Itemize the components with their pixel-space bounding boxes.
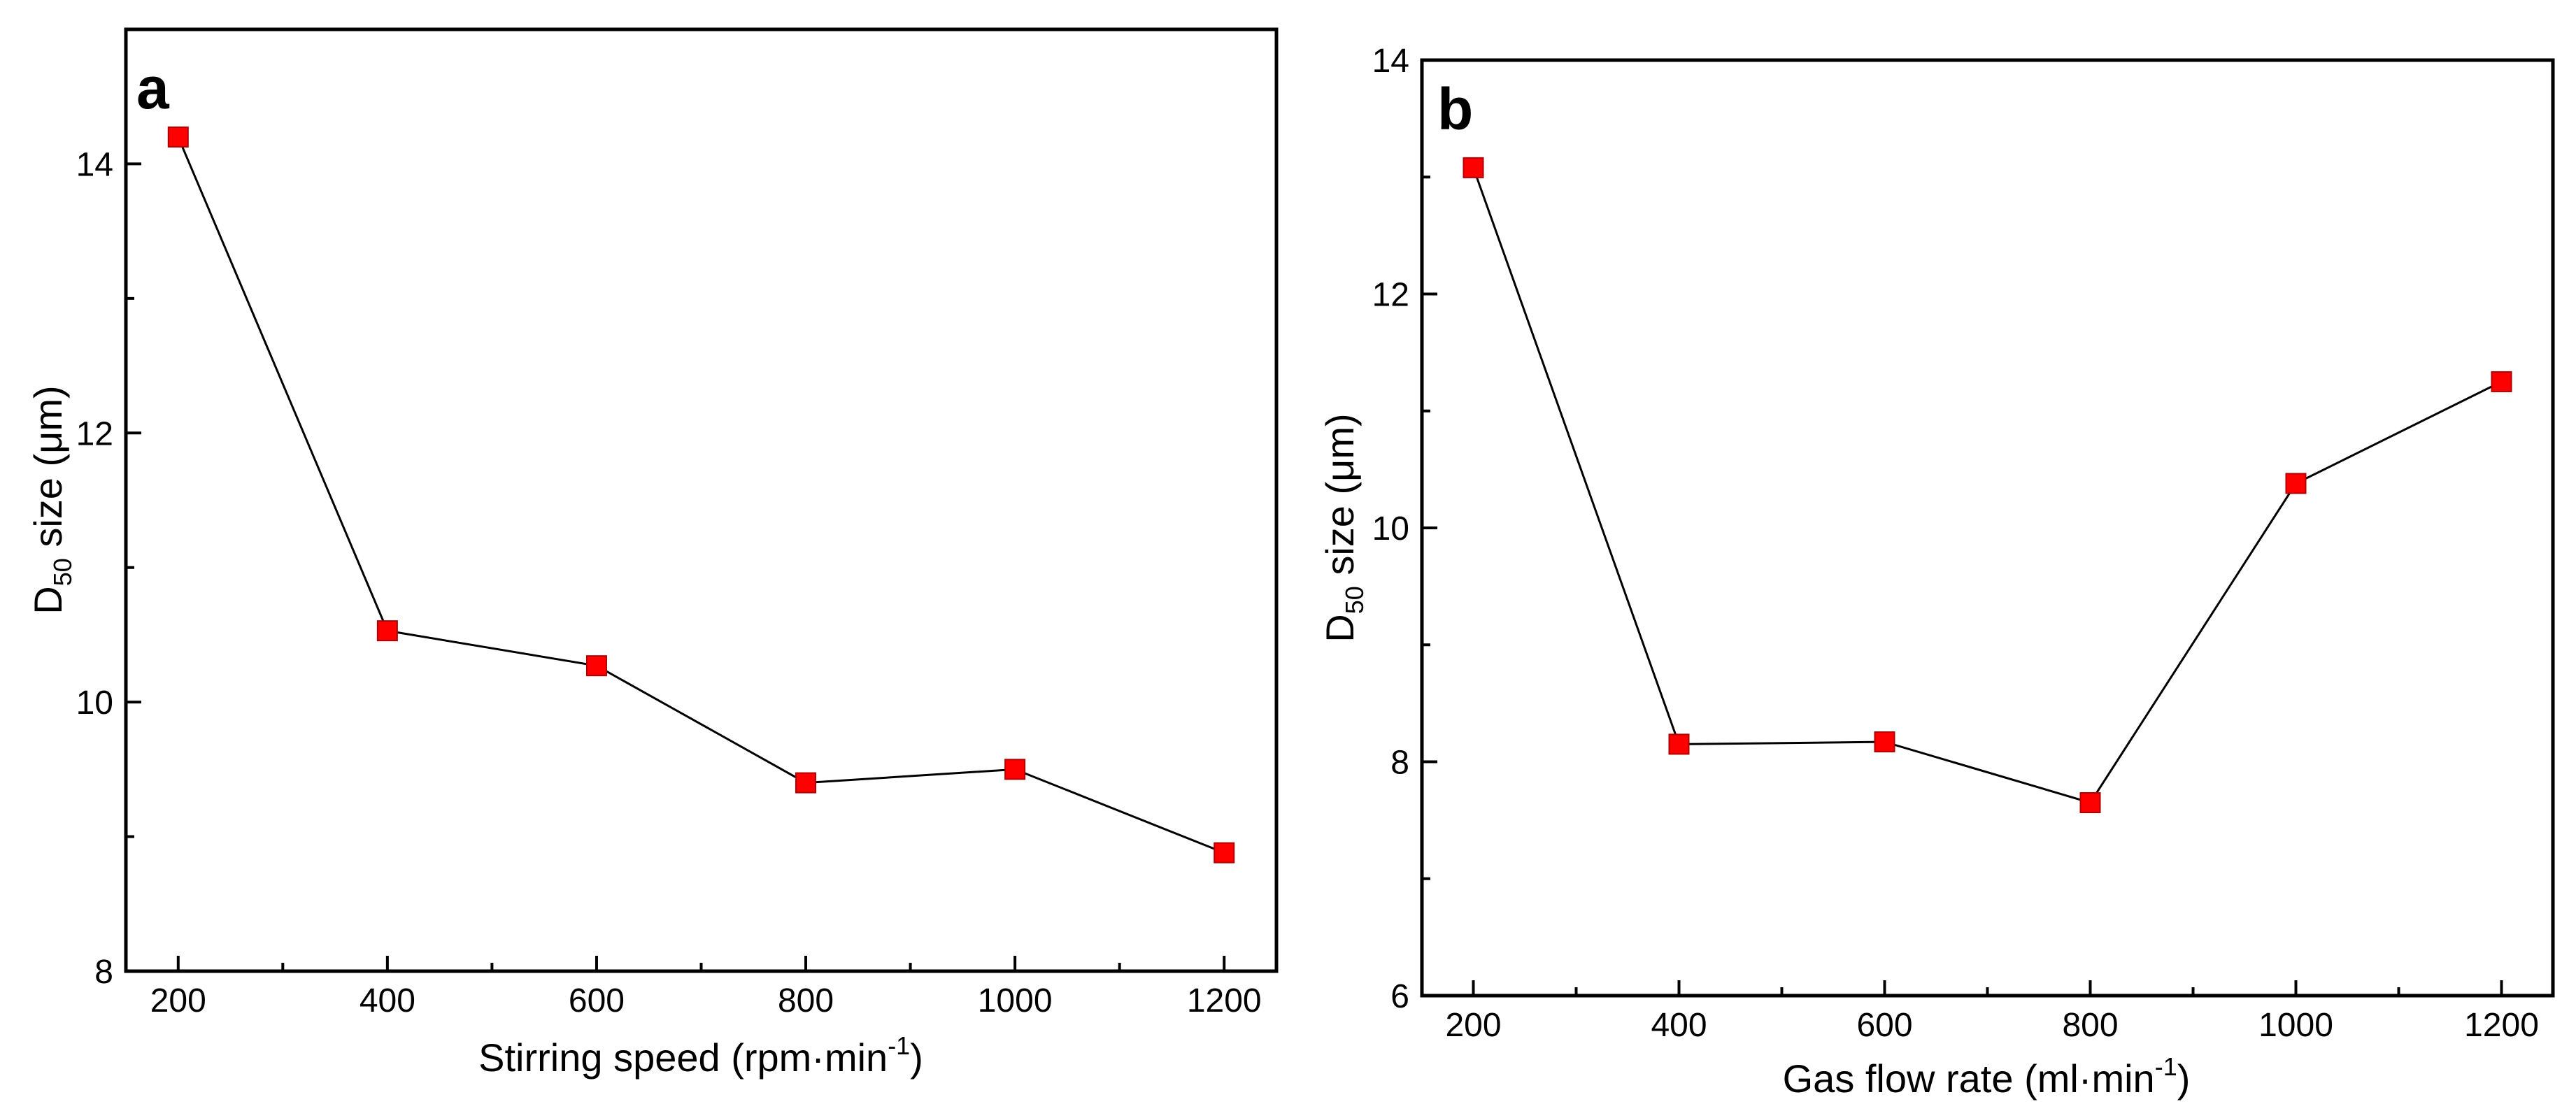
panel-b-x-tick-label: 800 <box>2062 1007 2118 1044</box>
panel-b-y-axis-title: D50 size (μm) <box>1318 413 1369 642</box>
panel-b-data-point <box>2079 792 2101 814</box>
chart-panel-a: 200 400 600 800 1000 1200 8 10 12 14 a Stirring s… <box>26 27 1279 1080</box>
panel-b-x-title-close: ) <box>2177 1056 2191 1101</box>
panel-a-x-tick-label: 1200 <box>1187 982 1262 1019</box>
panel-a-ticks: 200 400 600 800 1000 1200 8 10 12 14 <box>76 28 1262 1019</box>
panel-b-marks <box>1463 157 2512 814</box>
panel-b-y-tick-label: 8 <box>1390 745 1409 782</box>
panel-b-data-point <box>1463 157 1484 178</box>
panel-b-ticks: 200 400 600 800 1000 1200 6 8 10 12 14 <box>1372 43 2539 1044</box>
panel-b-x-tick-label: 1000 <box>2258 1007 2333 1044</box>
panel-a-y-title-main: D <box>26 586 70 614</box>
panel-b-y-tick-label: 6 <box>1390 978 1409 1015</box>
panel-a-x-title-sup: -1 <box>888 1031 910 1060</box>
panel-b-plot-frame <box>1420 58 2555 998</box>
panel-b-label: b <box>1437 76 1473 142</box>
panel-b-x-tick-label: 200 <box>1445 1007 1501 1044</box>
panel-a-data-point <box>376 620 398 642</box>
panel-a-x-tick-label: 600 <box>569 982 625 1019</box>
panel-b-y-title-main: D <box>1318 614 1362 642</box>
panel-b-y-title-rest: size (μm) <box>1318 413 1362 586</box>
panel-a-series-line <box>177 136 1225 854</box>
panel-a-x-title-close: ) <box>910 1035 923 1080</box>
panel-a-data-point <box>585 655 607 677</box>
panel-a-x-tick-label: 800 <box>778 982 834 1019</box>
panel-a-y-tick-label: 10 <box>76 684 113 722</box>
panel-b-data-point <box>2491 371 2512 392</box>
panel-b-data-point <box>1874 731 1895 753</box>
panel-b-data-point <box>1668 733 1690 755</box>
panel-a-y-tick-label: 14 <box>76 146 113 183</box>
panel-b-x-tick-label: 400 <box>1651 1007 1707 1044</box>
panel-a-x-tick-label: 200 <box>150 982 206 1019</box>
panel-b-x-axis-title: Gas flow rate (ml·min-1) <box>1783 1052 2191 1101</box>
panel-b-x-tick-label: 600 <box>1856 1007 1912 1044</box>
panel-a-x-tick-label: 1000 <box>978 982 1053 1019</box>
chart-panel-b: 200 400 600 800 1000 1200 6 8 10 12 14 b Gas flow … <box>1318 43 2555 1101</box>
panel-a-x-tick-label: 400 <box>360 982 415 1019</box>
panel-b-series-line <box>1472 167 2503 804</box>
panel-a-marks <box>167 126 1235 863</box>
panel-a-data-point <box>167 126 189 148</box>
panel-a-y-axis-title: D50 size (μm) <box>26 385 77 614</box>
panel-a-x-title-main: Stirring speed (rpm·min <box>478 1035 888 1080</box>
panel-b-y-title-sub: 50 <box>1340 586 1369 614</box>
panel-b-y-tick-label: 10 <box>1372 510 1409 547</box>
panel-a-y-tick-label: 12 <box>76 415 113 452</box>
panel-b-x-title-sup: -1 <box>2155 1052 2177 1081</box>
panel-a-label: a <box>136 55 170 121</box>
panel-a-plot-frame <box>124 27 1279 973</box>
panel-b-x-tick-label: 1200 <box>2464 1007 2539 1044</box>
panel-a-data-point <box>1214 842 1235 863</box>
panel-a-data-point <box>795 772 817 794</box>
panel-b-y-tick-label: 12 <box>1372 277 1409 314</box>
panel-a-y-title-sub: 50 <box>48 558 77 586</box>
panel-a-data-point <box>1004 759 1026 780</box>
panel-a-x-axis-title: Stirring speed (rpm·min-1) <box>478 1031 923 1080</box>
panel-b-data-point <box>2285 473 2307 494</box>
panel-b-x-title-main: Gas flow rate (ml·min <box>1783 1056 2155 1101</box>
panel-a-y-title-rest: size (μm) <box>26 385 70 558</box>
panel-b-y-tick-label: 14 <box>1372 43 1409 80</box>
panel-a-y-tick-label: 8 <box>94 954 113 991</box>
